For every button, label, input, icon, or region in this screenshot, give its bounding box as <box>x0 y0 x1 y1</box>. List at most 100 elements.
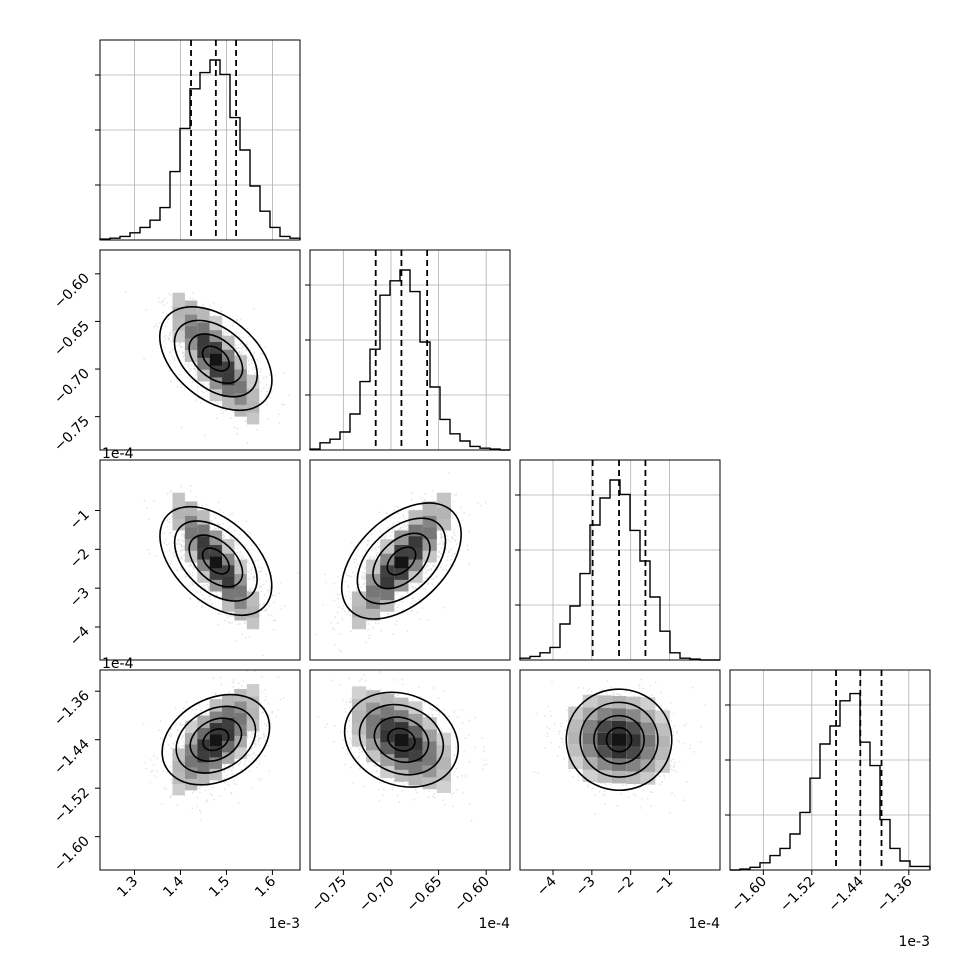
density-cell <box>640 759 656 773</box>
panel-border <box>99 39 301 241</box>
x-tick-label-3-0: −1.60 <box>729 874 771 916</box>
histogram-step-2 <box>519 479 720 661</box>
density-fill <box>0 0 1 1</box>
density-cell <box>209 721 223 735</box>
density-cell <box>222 550 235 566</box>
y-tick-label-2-1: −3 <box>67 585 93 611</box>
density-cell <box>234 582 247 598</box>
y-offset-label-2: 1e-4 <box>102 656 134 672</box>
density-cell <box>380 753 395 767</box>
density-cell <box>234 605 247 621</box>
density-cell <box>351 698 367 711</box>
contour-1 <box>188 534 244 588</box>
contour-2 <box>175 705 257 774</box>
panel-border <box>309 669 511 871</box>
density-cell <box>436 744 451 758</box>
panel-content <box>0 0 487 653</box>
contour-0 <box>605 726 633 753</box>
contour-1 <box>372 532 431 590</box>
density-cell <box>640 722 656 735</box>
density-cell <box>626 771 641 785</box>
density-cell <box>172 292 185 307</box>
density-cell <box>611 733 627 746</box>
density-cell <box>394 733 409 746</box>
density-cell <box>184 324 198 339</box>
density-cell <box>184 312 198 327</box>
density-cell <box>222 382 235 398</box>
density-cell <box>351 710 367 723</box>
panel-content <box>0 0 285 822</box>
density-fill <box>0 0 1 1</box>
histogram-panel-3 <box>725 669 931 871</box>
x-tick-label-0-1: 1.4 <box>160 873 187 900</box>
density-cell <box>366 594 381 609</box>
y-tick-label-3-1: −1.52 <box>51 785 93 827</box>
density-cell <box>597 732 612 746</box>
contour-2 <box>173 319 259 398</box>
y-tick-label-2-3: −1 <box>67 507 93 533</box>
density-cell <box>197 331 210 347</box>
density-cell <box>222 751 235 764</box>
x-tick-label-2-1: −3 <box>573 874 599 900</box>
x-tick-label-2-2: −2 <box>612 874 638 900</box>
y-tick-label-3-0: −1.60 <box>51 833 93 875</box>
panel-border <box>519 669 721 871</box>
panel-border <box>309 249 511 451</box>
density-cell <box>655 760 670 773</box>
y-tick-label-1-1: −0.70 <box>51 366 93 408</box>
density-cell <box>222 585 235 601</box>
density-cell <box>394 757 409 770</box>
density-cell <box>422 524 437 540</box>
density-cell <box>394 697 409 711</box>
panel-content <box>317 670 488 822</box>
histogram-step-1 <box>309 269 510 451</box>
density-cell <box>197 533 210 548</box>
density-cell <box>222 574 235 589</box>
y-tick-label-3-3: −1.36 <box>51 688 93 730</box>
density-cell <box>246 386 260 401</box>
x-offset-label-1: 1e-4 <box>479 916 511 932</box>
density-cell <box>234 571 247 586</box>
density-cell <box>422 776 437 790</box>
density-cell <box>172 328 185 343</box>
histogram-panel-0 <box>95 39 301 241</box>
density-cell <box>408 713 423 726</box>
density-cell <box>222 394 235 409</box>
density-cell <box>408 761 423 774</box>
density-cell <box>422 717 437 730</box>
density-cell <box>197 521 210 537</box>
density-cell <box>582 719 598 733</box>
density-cell <box>351 734 367 747</box>
density-fill <box>0 0 1 1</box>
density-cell <box>209 744 223 758</box>
density-cell <box>172 316 185 331</box>
x-tick-label-3-1: −1.52 <box>777 874 819 916</box>
density-cell <box>234 559 247 575</box>
density-cell <box>655 722 670 736</box>
contour-0 <box>202 728 230 752</box>
density-cell <box>246 614 260 630</box>
density-cell <box>366 737 381 751</box>
density-cell <box>234 355 247 370</box>
density-cell <box>408 772 423 786</box>
density-cell <box>582 744 598 758</box>
density-cell <box>380 550 395 566</box>
density-cell <box>380 574 395 589</box>
density-cell <box>394 769 409 782</box>
density-cell <box>626 721 641 735</box>
density-cell <box>184 547 198 563</box>
density-cell <box>184 501 198 516</box>
histogram-step-0 <box>99 59 301 240</box>
density-cell <box>640 747 656 760</box>
density-cell <box>209 710 223 724</box>
y-offset-label-1: 1e-4 <box>102 446 134 462</box>
density-cell <box>351 722 367 735</box>
density-cell <box>655 747 670 761</box>
density-cell <box>394 530 409 545</box>
density-cell <box>422 501 437 516</box>
density-cell <box>197 308 210 323</box>
density-cell <box>568 706 583 720</box>
density-cell <box>408 510 423 525</box>
density-cell <box>626 734 641 747</box>
scatter-panel-3-0 <box>0 0 301 871</box>
